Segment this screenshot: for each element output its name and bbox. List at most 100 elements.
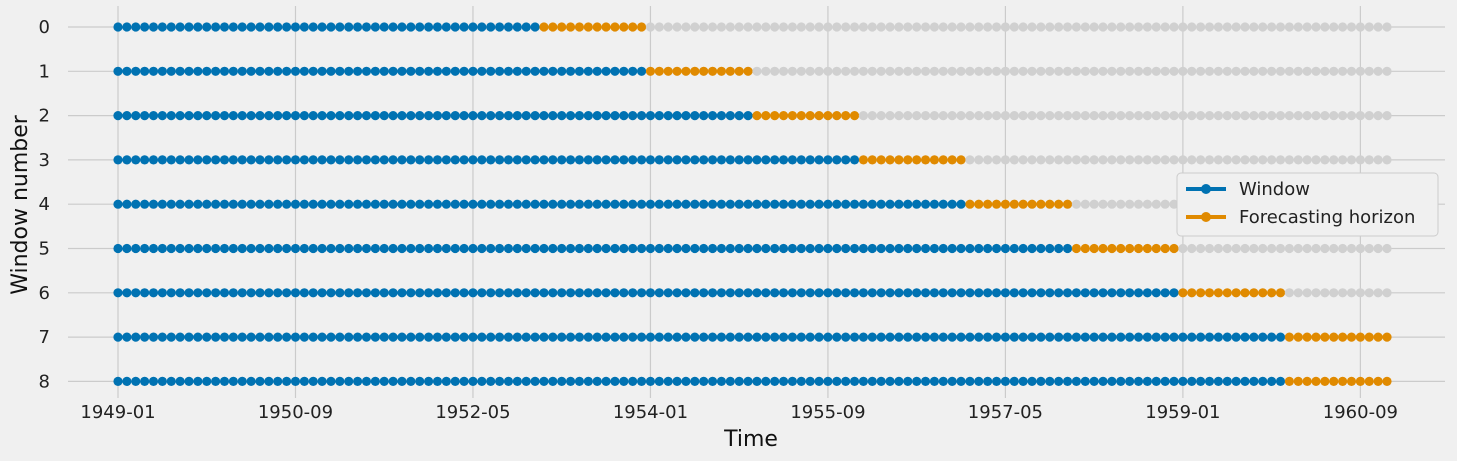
unused-point	[1071, 155, 1082, 165]
window-point	[477, 22, 487, 32]
forecast-point	[1355, 332, 1365, 342]
unused-point	[1355, 155, 1365, 165]
unused-point	[947, 66, 957, 76]
window-point	[379, 288, 389, 298]
window-point	[290, 288, 301, 298]
x-tick-labels: 1949-01 1950-09 1952-05 1954-01 1955-09 1957-…	[80, 402, 1398, 423]
window-point	[113, 199, 123, 209]
window-point	[991, 332, 1002, 342]
unused-point	[1107, 199, 1117, 209]
window-point	[228, 111, 238, 121]
window-point	[282, 155, 292, 165]
unused-point	[965, 66, 975, 76]
unused-point	[1187, 243, 1197, 254]
window-point	[805, 155, 815, 165]
window-point	[601, 199, 611, 209]
y-tick-label: 6	[39, 283, 50, 304]
window-point	[725, 111, 735, 121]
window-point	[885, 288, 895, 298]
window-point	[956, 199, 966, 209]
window-point	[113, 155, 123, 165]
window-point	[672, 243, 682, 254]
unused-point	[920, 111, 931, 121]
forecast-point	[938, 155, 948, 165]
window-point	[326, 155, 336, 165]
window-point	[912, 199, 922, 209]
window-point	[707, 111, 718, 121]
window-point	[716, 243, 727, 254]
window-point	[237, 199, 247, 209]
window-point	[1062, 332, 1073, 342]
unused-point	[912, 66, 922, 76]
window-point	[601, 243, 611, 254]
unused-point	[1169, 22, 1179, 32]
unused-point	[787, 66, 798, 76]
window-point	[787, 288, 798, 298]
x-tick-label: 1950-09	[258, 402, 333, 423]
unused-point	[761, 66, 771, 76]
window-point	[459, 22, 469, 32]
window-point	[237, 22, 247, 32]
unused-point	[1204, 243, 1215, 254]
window-point	[326, 376, 336, 386]
window-point	[1089, 288, 1099, 298]
unused-point	[796, 66, 806, 76]
unused-point	[805, 22, 815, 32]
window-point	[157, 155, 167, 165]
window-point	[1249, 376, 1259, 386]
window-point	[255, 22, 265, 32]
window-point	[920, 332, 931, 342]
window-point	[876, 332, 886, 342]
forecast-point	[1187, 288, 1197, 298]
window-point	[503, 199, 514, 209]
window-point	[530, 66, 540, 76]
window-point	[814, 288, 824, 298]
window-point	[796, 155, 806, 165]
window-point	[1107, 376, 1117, 386]
window-point	[636, 243, 647, 254]
window-point	[1160, 332, 1170, 342]
window-point	[734, 155, 744, 165]
forecast-point	[1364, 376, 1374, 386]
window-point	[521, 22, 531, 32]
forecast-point	[601, 22, 611, 32]
window-point	[565, 288, 576, 298]
window-point	[423, 111, 434, 121]
window-point	[308, 199, 318, 209]
window-point	[894, 243, 904, 254]
unused-point	[1089, 199, 1099, 209]
forecast-point	[1027, 199, 1037, 209]
window-point	[965, 376, 975, 386]
unused-point	[991, 22, 1002, 32]
window-point	[1275, 332, 1286, 342]
window-point	[592, 376, 602, 386]
unused-point	[1284, 155, 1294, 165]
forecast-point	[752, 111, 762, 121]
window-point	[858, 332, 869, 342]
forecast-point	[1116, 243, 1126, 254]
window-point	[636, 376, 647, 386]
window-point	[725, 288, 735, 298]
unused-point	[929, 111, 940, 121]
window-point	[308, 376, 318, 386]
window-point	[841, 243, 851, 254]
window-point	[175, 22, 185, 32]
window-point	[770, 332, 780, 342]
window-point	[548, 288, 558, 298]
window-point	[317, 243, 327, 254]
window-point	[512, 376, 522, 386]
unused-point	[1125, 111, 1135, 121]
window-point	[397, 199, 407, 209]
forecast-point	[610, 22, 620, 32]
forecast-point	[1258, 288, 1268, 298]
x-tick-label: 1960-09	[1323, 402, 1398, 423]
window-point	[610, 199, 620, 209]
window-point	[246, 288, 256, 298]
window-point	[148, 155, 159, 165]
window-point	[432, 155, 443, 165]
unused-point	[823, 22, 833, 32]
unused-point	[912, 111, 922, 121]
window-point	[459, 66, 469, 76]
window-point	[1222, 376, 1232, 386]
window-point	[140, 376, 150, 386]
